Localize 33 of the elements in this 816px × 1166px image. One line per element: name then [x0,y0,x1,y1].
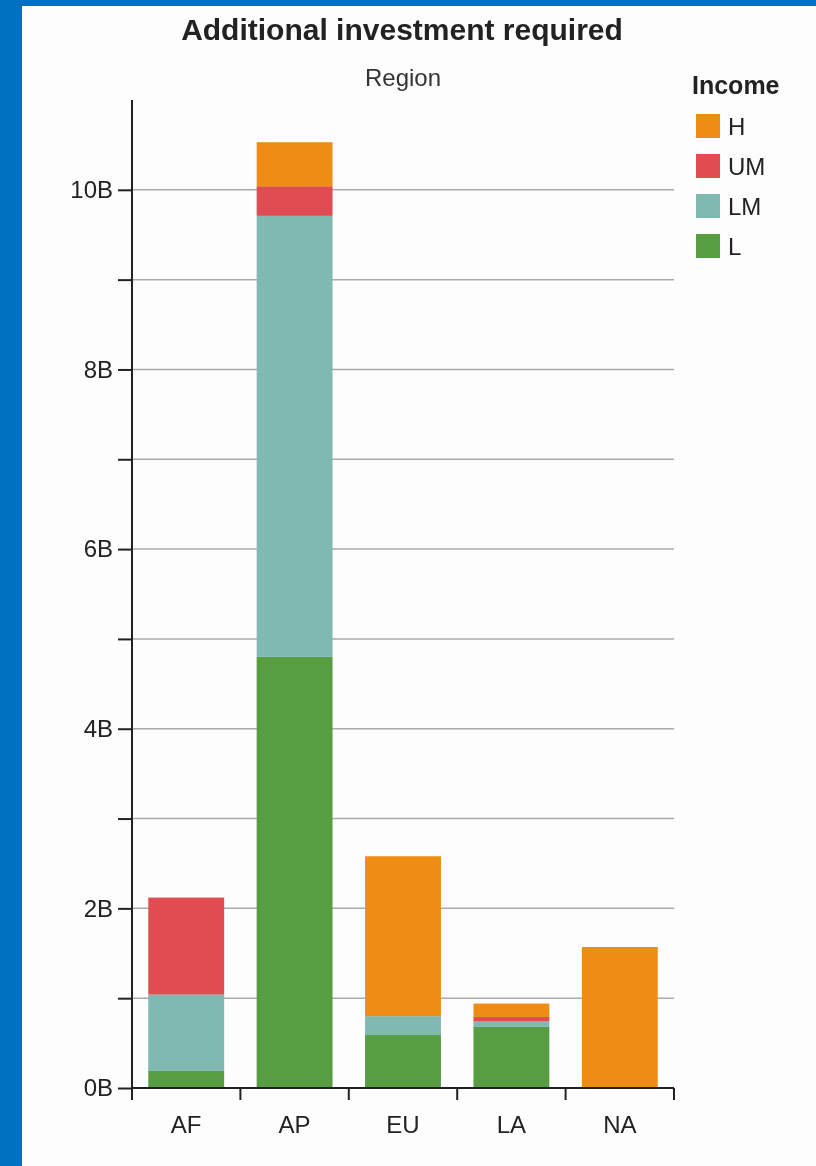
bar [473,1017,550,1022]
bar [365,1035,441,1088]
bar [148,1070,225,1088]
bar [256,186,333,216]
bar [256,142,333,187]
y-tick-label: 0B [83,1074,113,1102]
legend-label: LM [728,193,762,220]
bar [473,1021,550,1027]
bar [473,1026,550,1088]
y-tick-label: 2B [83,894,113,922]
bar [256,215,333,657]
legend-title: Income [692,71,780,99]
bar [581,946,658,1088]
legend-label: H [728,113,746,140]
x-tick-label: NA [603,1111,637,1138]
legend-label: UM [728,153,766,180]
x-tick-label: LA [496,1111,527,1138]
y-tick-label: 8B [83,355,113,383]
x-axis-title: Region [364,64,442,91]
x-tick-label: AF [170,1111,202,1138]
bar [148,994,225,1071]
y-tick-label: 6B [83,535,113,563]
x-tick-label: EU [386,1111,420,1138]
bar [365,856,441,1017]
x-tick-label: AP [278,1111,311,1138]
y-tick-label: 4B [83,714,113,742]
bar [148,897,225,995]
legend-label: L [728,233,742,260]
y-tick-label: 10B [70,176,113,203]
bar [256,656,333,1088]
bar [473,1003,550,1018]
chart-title: Additional investment required [181,13,623,46]
bar [365,1016,441,1036]
